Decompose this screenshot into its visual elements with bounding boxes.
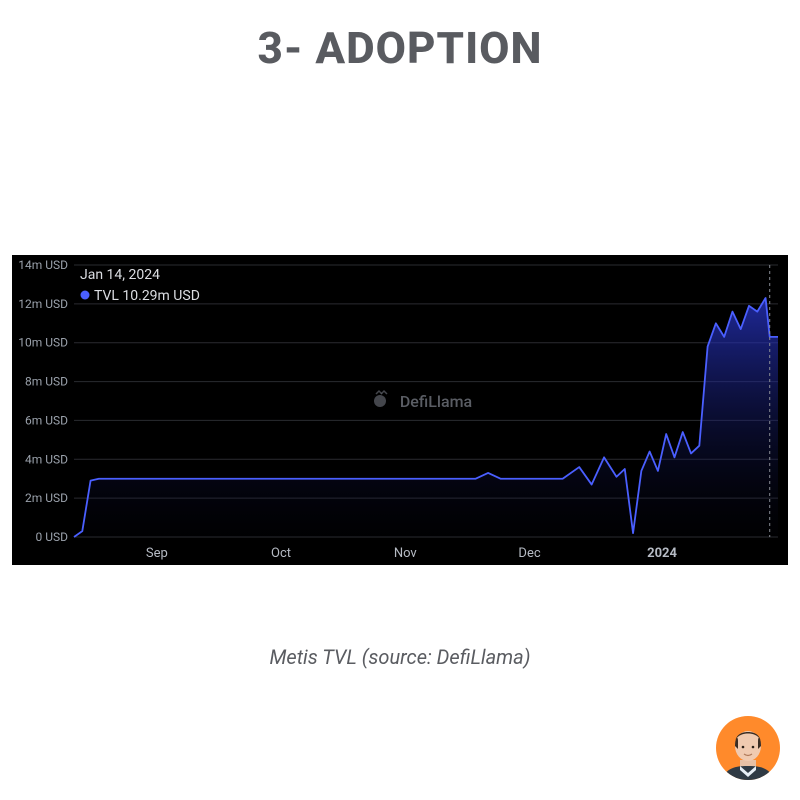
page-title: 3- ADOPTION — [0, 22, 800, 74]
y-tick-label: 12m USD — [18, 297, 68, 311]
y-tick-label: 2m USD — [25, 491, 68, 505]
x-tick-label: Sep — [146, 546, 168, 561]
x-tick-label: Nov — [394, 546, 418, 561]
y-tick-label: 14m USD — [18, 258, 68, 272]
y-tick-label: 4m USD — [25, 452, 68, 466]
tooltip-value: TVL 10.29m USD — [94, 288, 200, 304]
avatar-illustration — [716, 716, 780, 780]
tooltip-dot — [81, 291, 90, 300]
watermark-icon — [374, 395, 386, 407]
tvl-chart: 0 USD 2m USD 4m USD 6m USD 8m USD 10m USD 12m … — [12, 255, 788, 565]
y-tick-label: 10m USD — [18, 336, 68, 350]
y-tick-label: 6m USD — [25, 413, 68, 427]
x-tick-label: Oct — [271, 546, 291, 561]
tooltip-date: Jan 14, 2024 — [80, 267, 160, 283]
x-tick-label: 2024 — [647, 546, 677, 561]
chart-caption: Metis TVL (source: DefiLlama) — [0, 645, 800, 669]
y-tick-label: 0 USD — [35, 530, 68, 544]
x-tick-label: Dec — [518, 546, 540, 561]
watermark-text: DefiLlama — [400, 392, 472, 411]
author-avatar — [716, 716, 780, 780]
y-tick-label: 8m USD — [25, 375, 68, 389]
